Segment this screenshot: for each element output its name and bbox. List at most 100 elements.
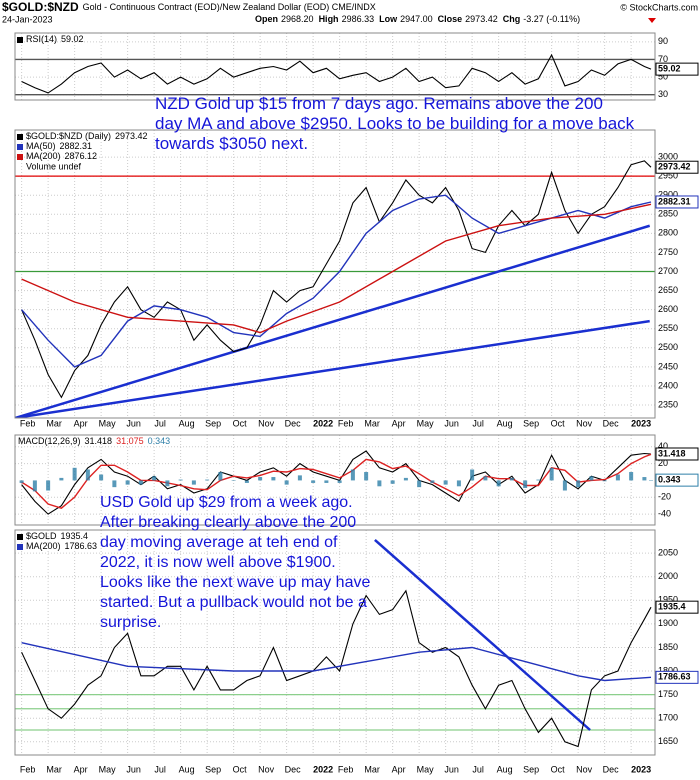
annotation: USD Gold up $29 from a week ago. After b… <box>100 494 371 631</box>
legend-swatch <box>17 534 23 540</box>
x-tick-label: Feb <box>20 764 36 774</box>
x-year-label: 2023 <box>631 418 651 428</box>
x-tick-label: Sep <box>523 418 539 428</box>
legend-swatch <box>17 37 23 43</box>
y-tick-label: 3000 <box>658 151 678 161</box>
series-line <box>21 453 652 509</box>
y-tick-label: 2350 <box>658 399 678 409</box>
value-tag-label: 1935.4 <box>658 602 686 612</box>
y-tick-label: 1700 <box>658 713 678 723</box>
value-tag <box>655 670 699 684</box>
histogram-bar <box>99 474 104 481</box>
value-tag-label: 2973.42 <box>658 162 691 172</box>
value-tag <box>655 160 699 174</box>
series-line <box>21 642 652 682</box>
source: © StockCharts.com <box>620 2 698 12</box>
quote-label: Open <box>255 14 278 24</box>
quote-value: 2968.20 <box>281 14 314 24</box>
histogram-bar <box>403 477 408 481</box>
histogram-bar <box>46 480 51 491</box>
histogram-bar <box>231 480 236 481</box>
trend-line <box>374 538 591 731</box>
y-tick-label: 2750 <box>658 247 678 257</box>
x-tick-label: Apr <box>392 418 406 428</box>
histogram-bar <box>85 469 90 481</box>
legend-value: 59.02 <box>61 34 84 44</box>
x-tick-label: Jun <box>444 418 459 428</box>
histogram-bar <box>483 476 488 481</box>
legend-value: 2876.12 <box>65 151 98 161</box>
y-tick-label: -40 <box>658 508 671 518</box>
panel-frame <box>14 529 656 756</box>
histogram-bar <box>629 472 634 481</box>
histogram-bar <box>191 480 196 485</box>
panel <box>15 435 655 525</box>
legend: RSI(14) 59.02 <box>26 34 84 44</box>
x-tick-label: Mar <box>46 418 62 428</box>
value-tag <box>655 62 699 76</box>
quote-label: Low <box>379 14 398 24</box>
histogram-bar <box>417 480 422 488</box>
y-tick-label: 1950 <box>658 595 678 605</box>
histogram-bar <box>443 480 448 485</box>
x-tick-label: Sep <box>205 764 221 774</box>
y-tick-label: 2650 <box>658 285 678 295</box>
value-tag-label: 59.02 <box>658 64 681 74</box>
histogram-bar <box>218 472 223 481</box>
x-tick-label: Jun <box>444 764 459 774</box>
quote-value: 2973.42 <box>465 14 498 24</box>
x-tick-label: Dec <box>285 764 302 774</box>
quote-label: Chg <box>503 14 521 24</box>
series-line <box>21 450 652 515</box>
y-tick-label: 90 <box>658 36 668 46</box>
panel-frame <box>14 129 656 419</box>
histogram-bar <box>178 479 183 481</box>
panel <box>15 33 655 100</box>
legend-value: 31.418 <box>85 436 113 446</box>
y-tick-label: 2850 <box>658 209 678 219</box>
panel <box>15 130 655 418</box>
legend-note: Volume undef <box>26 161 82 171</box>
panel <box>15 530 655 755</box>
x-tick-label: Nov <box>576 418 593 428</box>
x-tick-label: Oct <box>551 418 566 428</box>
y-tick-label: 2050 <box>658 547 678 557</box>
legend-value: 1786.63 <box>65 541 98 551</box>
legend-name: MA(200) <box>26 151 61 161</box>
quote-value: 2947.00 <box>400 14 433 24</box>
histogram-bar <box>125 480 130 485</box>
series-line <box>21 160 652 399</box>
y-tick-label: 70 <box>658 54 668 64</box>
x-tick-label: May <box>99 418 117 428</box>
y-tick-label: 2400 <box>658 380 678 390</box>
legend-value: 31.075 <box>116 436 144 446</box>
histogram-bar <box>311 480 316 483</box>
y-tick-label: 2900 <box>658 190 678 200</box>
histogram-bar <box>205 479 210 481</box>
chg-arrow <box>648 18 656 23</box>
legend-swatch <box>17 544 23 550</box>
x-tick-label: Apr <box>392 764 406 774</box>
x-tick-label: Nov <box>258 418 275 428</box>
x-tick-label: May <box>99 764 117 774</box>
y-tick-label: 1750 <box>658 689 678 699</box>
histogram-bar <box>112 480 117 488</box>
histogram-bar <box>258 477 263 481</box>
series-line <box>21 589 652 748</box>
legend-swatch <box>17 144 23 150</box>
x-tick-label: Nov <box>258 764 275 774</box>
series-line <box>21 53 652 94</box>
histogram-bar <box>562 480 567 491</box>
x-tick-label: Aug <box>497 418 513 428</box>
histogram-bar <box>509 477 514 481</box>
y-tick-label: 2800 <box>658 228 678 238</box>
y-tick-label: 2700 <box>658 266 678 276</box>
value-tag-label: 2882.31 <box>658 196 691 206</box>
legend-name: $GOLD <box>26 531 57 541</box>
y-tick-label: 2950 <box>658 171 678 181</box>
x-tick-label: Jul <box>154 764 166 774</box>
panel-frame <box>14 434 656 526</box>
x-year-label: 2022 <box>313 764 333 774</box>
x-tick-label: Aug <box>179 764 195 774</box>
